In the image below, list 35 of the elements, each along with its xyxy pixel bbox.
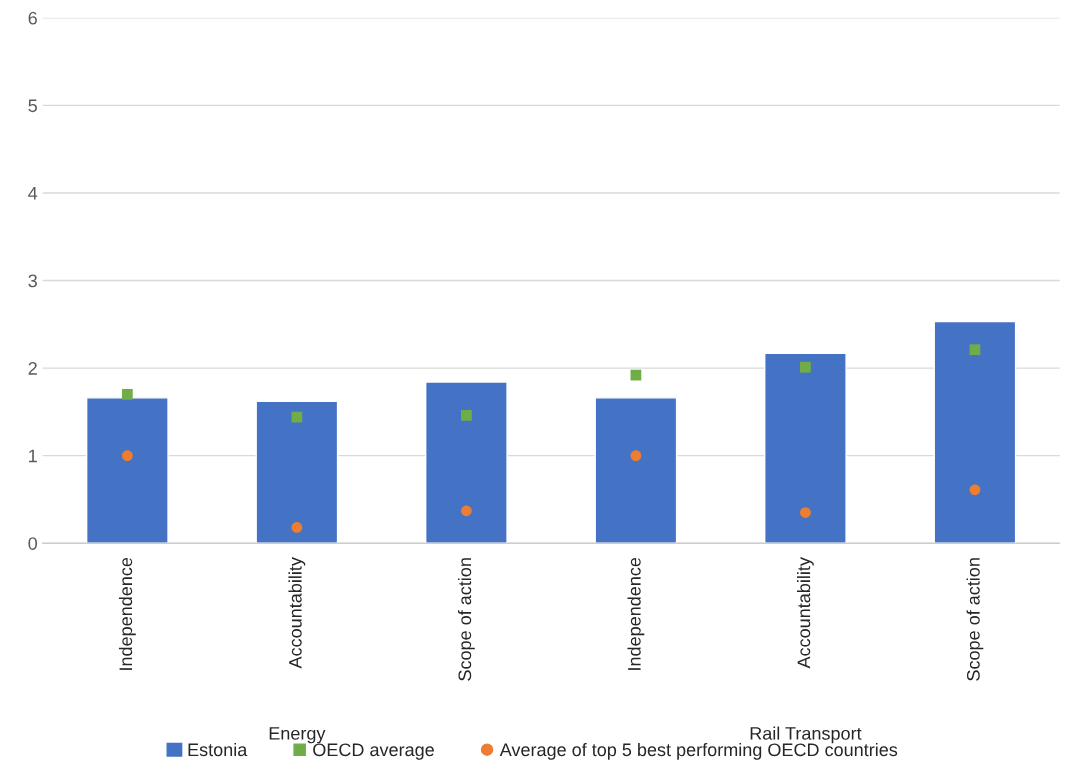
text: Rail Transport xyxy=(750,726,862,744)
point xyxy=(800,361,811,373)
legend-label: OECD average xyxy=(313,743,434,760)
x-tick-label: Scope of action xyxy=(457,558,475,681)
y-tick-label: 1 xyxy=(29,449,37,463)
y-tick-label: 6 xyxy=(28,11,37,25)
point xyxy=(800,507,811,518)
legend-label: Estonia xyxy=(188,742,248,757)
bar xyxy=(255,400,339,544)
y-tick-label: 4 xyxy=(28,187,38,200)
y-tick-label: 2 xyxy=(28,362,37,375)
y-tick-label: 3 xyxy=(28,274,37,288)
x-tick-label: Accountability xyxy=(288,557,306,669)
point xyxy=(291,522,303,533)
bar xyxy=(764,352,847,544)
bar xyxy=(425,381,508,544)
point xyxy=(121,450,133,462)
text: Energy xyxy=(269,727,326,744)
legend-label: Average of top 5 best performing OECD countries xyxy=(499,742,898,760)
point xyxy=(291,411,303,423)
bar xyxy=(85,397,169,544)
x-tick-label: Independence xyxy=(118,557,136,670)
y-tick-label: 0 xyxy=(28,537,38,550)
point xyxy=(121,388,133,400)
x-tick-label: Independence xyxy=(627,557,645,670)
point xyxy=(969,344,981,356)
y-tick-label: 5 xyxy=(28,99,37,113)
point xyxy=(969,484,981,496)
point xyxy=(461,505,472,517)
point xyxy=(461,409,472,421)
x-tick-label: Scope of action xyxy=(966,558,984,681)
point xyxy=(630,450,642,462)
bar xyxy=(594,397,678,544)
bar xyxy=(933,320,1017,544)
x-tick-label: Accountability xyxy=(796,557,814,669)
